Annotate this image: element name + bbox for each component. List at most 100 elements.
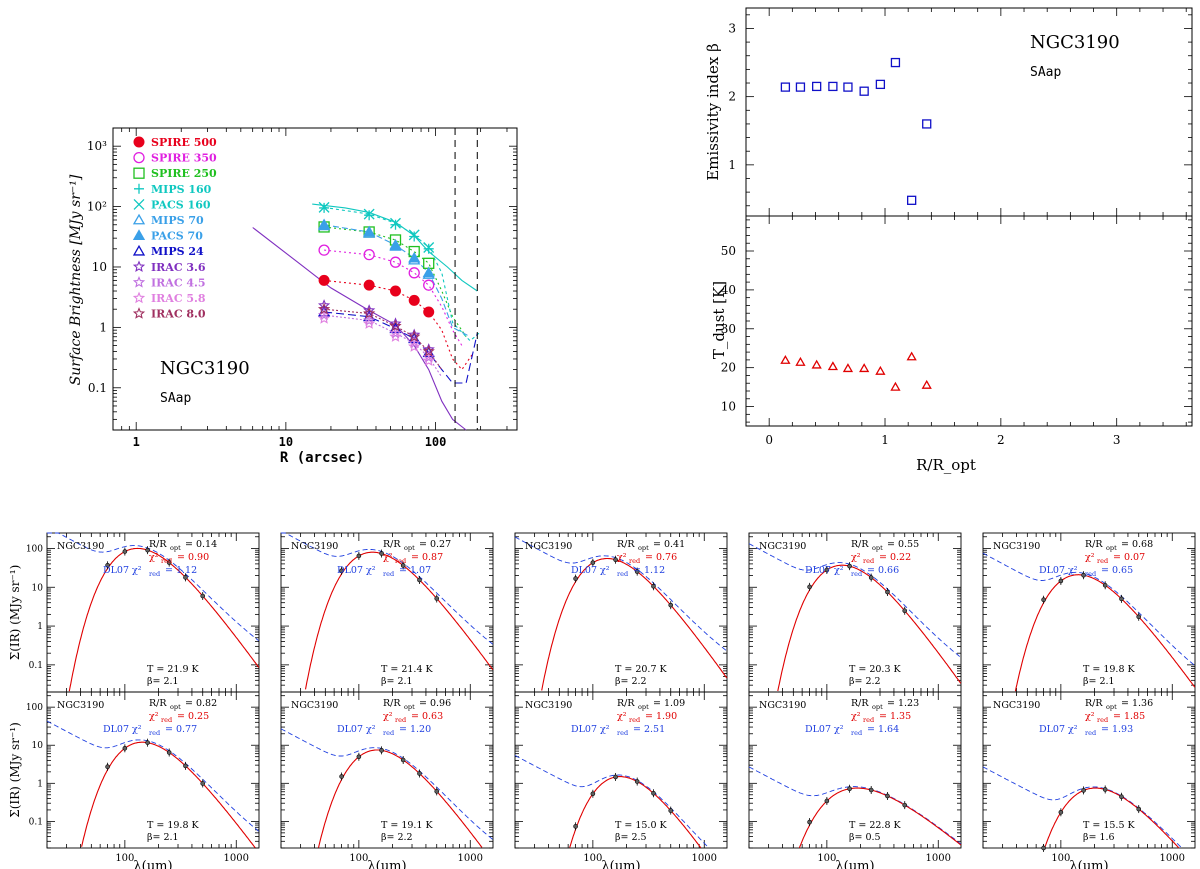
sed-chi-value: = 0.22 xyxy=(879,552,911,563)
sed-y-tick-label: 10 xyxy=(32,583,44,593)
sed-galaxy-name: NGC3190 xyxy=(525,541,572,552)
legend-marker xyxy=(133,136,145,148)
sed-radius-sub: opt xyxy=(872,703,883,711)
profile-point xyxy=(318,244,330,256)
sed-temperature: T = 20.7 K xyxy=(615,664,668,675)
profile-point xyxy=(422,344,435,357)
sed-point xyxy=(122,549,128,554)
sed-chi-value: = 1.90 xyxy=(645,711,677,722)
sed-radius-value: = 0.27 xyxy=(419,539,451,550)
sed-point xyxy=(166,560,172,565)
legend-marker xyxy=(132,244,146,256)
sed-x-label: λ(μm) xyxy=(601,859,640,869)
beta-plot: 1 2 3 NGC3190 SAap Emissivity index β xyxy=(704,7,1193,217)
sed-temperature: T = 15.0 K xyxy=(615,820,668,831)
beta-point xyxy=(875,79,886,90)
sed-x-tick-label: 100 xyxy=(583,853,602,864)
sed-point xyxy=(573,824,578,829)
beta-morph-type: SAap xyxy=(1030,65,1061,80)
sed-dl07-curve xyxy=(748,543,962,658)
tdust-point xyxy=(811,359,822,369)
profile-point xyxy=(422,354,435,366)
sed-point xyxy=(105,563,110,568)
sed-chi-symbol: χ² xyxy=(851,552,861,563)
sed-radius-value: = 1.23 xyxy=(887,698,919,709)
sed-temperature: T = 19.1 K xyxy=(381,820,434,831)
sed-point xyxy=(1102,582,1108,588)
sed-frame xyxy=(280,691,494,849)
sed-dl07-value: = 1.12 xyxy=(165,565,197,576)
beta-ticks: 1 2 3 xyxy=(728,8,1192,216)
sed-dl07-sub: red xyxy=(1085,729,1096,737)
sed-point xyxy=(145,740,150,745)
sed-chi-symbol: χ² xyxy=(1085,552,1095,563)
sed-temperature: T = 19.8 K xyxy=(1083,664,1136,675)
profile-point xyxy=(389,330,402,342)
tdust-point xyxy=(906,351,917,361)
sed-dl07-curve xyxy=(280,728,494,840)
sed-radius-sub: opt xyxy=(638,544,649,552)
tdust-points xyxy=(780,351,932,391)
profile-point xyxy=(317,302,331,315)
beta-points xyxy=(780,57,932,205)
tdust-x-tick-label: 2 xyxy=(997,433,1005,447)
legend-label: SPIRE 350 xyxy=(151,152,217,165)
tdust-point xyxy=(890,381,901,391)
profile-point xyxy=(408,267,420,279)
sed-point xyxy=(613,774,618,780)
sed-dl07-symbol: DL07 χ² xyxy=(103,565,142,576)
sed-point xyxy=(885,793,890,799)
sed-chi-sub: red xyxy=(1097,716,1108,724)
legend-marker xyxy=(132,307,146,319)
sed-point xyxy=(1102,787,1108,792)
sed-dl07-symbol: DL07 χ² xyxy=(805,724,844,735)
sed-radius-value: = 0.82 xyxy=(185,698,217,709)
legend-marker xyxy=(133,151,145,164)
profile-point xyxy=(423,243,434,254)
sed-radius-value: = 0.55 xyxy=(887,539,919,550)
sed-chi-value: = 0.87 xyxy=(411,552,443,563)
sed-beta: β= 2.1 xyxy=(147,832,179,843)
sed-radius-label: R/R xyxy=(617,539,635,550)
profile-ticks: 1 10 100 0.1 1 10 10² 10³ xyxy=(87,127,517,449)
sed-dl07-symbol: DL07 χ² xyxy=(1039,724,1078,735)
profile-point xyxy=(408,330,421,342)
tdust-point xyxy=(827,361,839,371)
sed-dl07-sub: red xyxy=(617,570,628,578)
legend-label: SPIRE 250 xyxy=(151,167,217,180)
profile-point xyxy=(408,340,421,352)
profile-point xyxy=(317,308,331,321)
legend-marker xyxy=(132,213,146,225)
sed-point xyxy=(824,798,830,804)
profile-point xyxy=(389,317,402,329)
sed-frame xyxy=(46,691,260,849)
sed-radius-sub: opt xyxy=(638,703,649,711)
sed-point xyxy=(1136,614,1142,620)
sed-dl07-value: = 2.51 xyxy=(633,724,665,735)
profile-point xyxy=(363,314,376,326)
profile-point xyxy=(422,266,435,278)
sed-galaxy-name: NGC3190 xyxy=(993,541,1040,552)
sed-point xyxy=(166,750,172,755)
sed-dl07-curve xyxy=(514,755,710,849)
legend-label: IRAC 4.5 xyxy=(151,276,206,289)
profile-point xyxy=(318,201,330,213)
sed-point xyxy=(573,576,578,581)
sed-dl07-curve xyxy=(46,720,260,832)
sed-point xyxy=(847,786,852,792)
sed-chi-value: = 0.25 xyxy=(177,711,209,722)
sed-y-tick-label: 100 xyxy=(26,703,43,713)
sed-y-tick-label: 0.1 xyxy=(29,661,43,671)
profile-point xyxy=(389,326,402,339)
beta-point xyxy=(922,119,932,129)
sed-radius-label: R/R xyxy=(851,539,869,550)
legend-marker xyxy=(132,260,146,273)
tdust-x-tick-label: 3 xyxy=(1113,433,1121,447)
tdust-point xyxy=(875,365,886,375)
sed-y-label: Σ(IR) (MJy sr⁻¹) xyxy=(8,565,22,661)
sed-galaxy-name: NGC3190 xyxy=(291,700,338,711)
sed-y-label: Σ(IR) (MJy sr⁻¹) xyxy=(8,722,22,818)
